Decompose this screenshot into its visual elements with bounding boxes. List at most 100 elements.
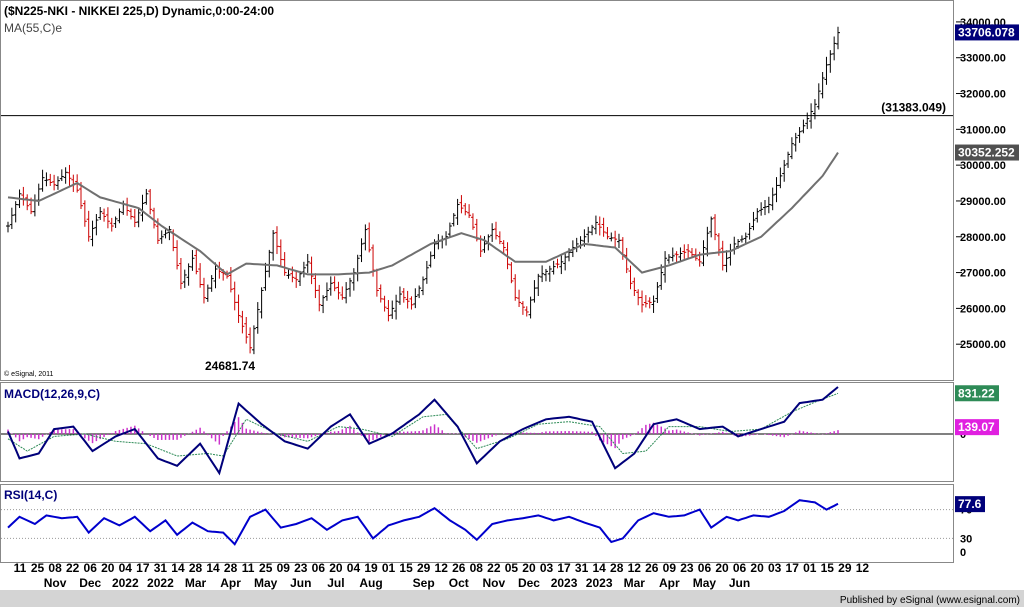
x-day-label: 12 — [628, 561, 642, 575]
price-bar — [148, 188, 153, 215]
x-month-label: May — [693, 576, 717, 590]
price-bar — [313, 273, 318, 299]
x-month-label: Jun — [290, 576, 311, 590]
price-bar — [705, 226, 710, 257]
price-bar — [194, 249, 199, 275]
price-bar — [501, 240, 506, 255]
price-bar — [759, 202, 764, 216]
price-panel — [0, 0, 954, 381]
x-day-label: 23 — [680, 561, 694, 575]
price-bar — [816, 83, 821, 110]
rsi-value-tag: 77.6 — [958, 497, 982, 511]
x-day-label: 14 — [592, 561, 606, 575]
price-bar — [536, 273, 541, 297]
x-day-label: 05 — [505, 561, 519, 575]
price-bar — [778, 167, 783, 189]
macd-panel — [0, 382, 954, 482]
macd-value-tag-box — [955, 385, 999, 402]
x-month-label: Nov — [44, 576, 67, 590]
rsi-line — [7, 499, 839, 546]
price-bar — [628, 265, 633, 290]
price-bar — [86, 210, 91, 242]
x-month-label: Apr — [659, 576, 680, 590]
price-bar — [655, 282, 660, 304]
resistance-label: (31383.049) — [881, 101, 946, 115]
price-bar — [770, 187, 775, 211]
x-month-label: Aug — [359, 576, 382, 590]
x-day-label: 22 — [487, 561, 501, 575]
price-bar — [213, 262, 218, 289]
price-tick-label: 27000.00 — [960, 268, 1006, 280]
price-bar — [517, 289, 522, 308]
price-bar — [490, 223, 495, 242]
price-bar — [559, 254, 564, 275]
x-day-label: 20 — [750, 561, 764, 575]
price-bar — [590, 224, 595, 236]
price-bar — [409, 296, 414, 310]
price-bar — [251, 325, 256, 355]
x-day-label: 15 — [821, 561, 835, 575]
price-bar — [259, 287, 264, 319]
price-bar — [421, 276, 425, 296]
price-bar — [693, 248, 698, 261]
price-tick-label: 26000.00 — [960, 303, 1006, 315]
low-value-label: 24681.74 — [205, 359, 255, 373]
price-tick-label: 33000.00 — [960, 53, 1006, 65]
x-day-label: 12 — [856, 561, 870, 575]
price-bar — [25, 194, 30, 211]
price-bar — [117, 208, 122, 224]
price-bar — [359, 238, 364, 263]
last-price-tag: 33706.078 — [958, 25, 1015, 39]
price-bar — [520, 301, 525, 315]
price-bar — [801, 119, 806, 134]
price-bar — [102, 208, 107, 222]
price-bar — [52, 174, 57, 191]
price-tick-label: 30000.00 — [960, 160, 1006, 172]
credit-bar — [0, 590, 1024, 607]
x-day-label: 29 — [417, 561, 431, 575]
macd-signal-line — [7, 392, 839, 457]
price-bar — [397, 286, 402, 305]
price-bar — [274, 226, 279, 255]
price-bar — [447, 222, 452, 237]
x-day-label: 31 — [154, 561, 168, 575]
price-bar — [659, 264, 664, 290]
price-bar — [136, 208, 141, 228]
price-bar — [636, 289, 641, 306]
price-bar — [762, 199, 767, 216]
x-day-label: 11 — [242, 561, 255, 575]
price-bar — [470, 213, 475, 230]
price-bar — [789, 137, 794, 160]
price-bar — [94, 214, 99, 236]
x-day-label: 09 — [277, 561, 291, 575]
ma-value-tag-box — [955, 144, 1019, 161]
price-tick-label: 29000.00 — [960, 196, 1006, 208]
price-bar — [747, 222, 752, 240]
price-bar — [686, 244, 691, 259]
price-bar — [167, 225, 172, 241]
x-day-label: 14 — [171, 561, 185, 575]
price-bar — [682, 244, 687, 259]
price-bar — [424, 260, 429, 284]
price-bar — [743, 232, 748, 245]
price-bar — [182, 269, 187, 288]
price-bar — [344, 282, 349, 304]
price-bar — [367, 222, 372, 253]
price-bar — [647, 297, 652, 309]
price-bar — [678, 247, 683, 263]
x-axis: 11 25 08 22 06 20 04 17 31 14 28 14 28 11 25 09 23 06 20 04… — [14, 561, 870, 590]
price-bar — [713, 214, 718, 241]
ma-value-tag: 30352.252 — [958, 146, 1015, 160]
price-bar — [248, 327, 253, 354]
price-bar — [766, 196, 771, 214]
price-bar — [236, 294, 241, 323]
price-bar — [551, 260, 556, 275]
ma-55-line — [7, 152, 839, 276]
price-bar — [294, 271, 299, 288]
price-bar — [317, 284, 322, 312]
price-bar — [244, 317, 249, 344]
rsi-group: 3070077.6 — [1, 496, 985, 559]
price-bar — [63, 167, 68, 184]
price-bar — [497, 231, 502, 245]
price-bar — [524, 306, 529, 317]
